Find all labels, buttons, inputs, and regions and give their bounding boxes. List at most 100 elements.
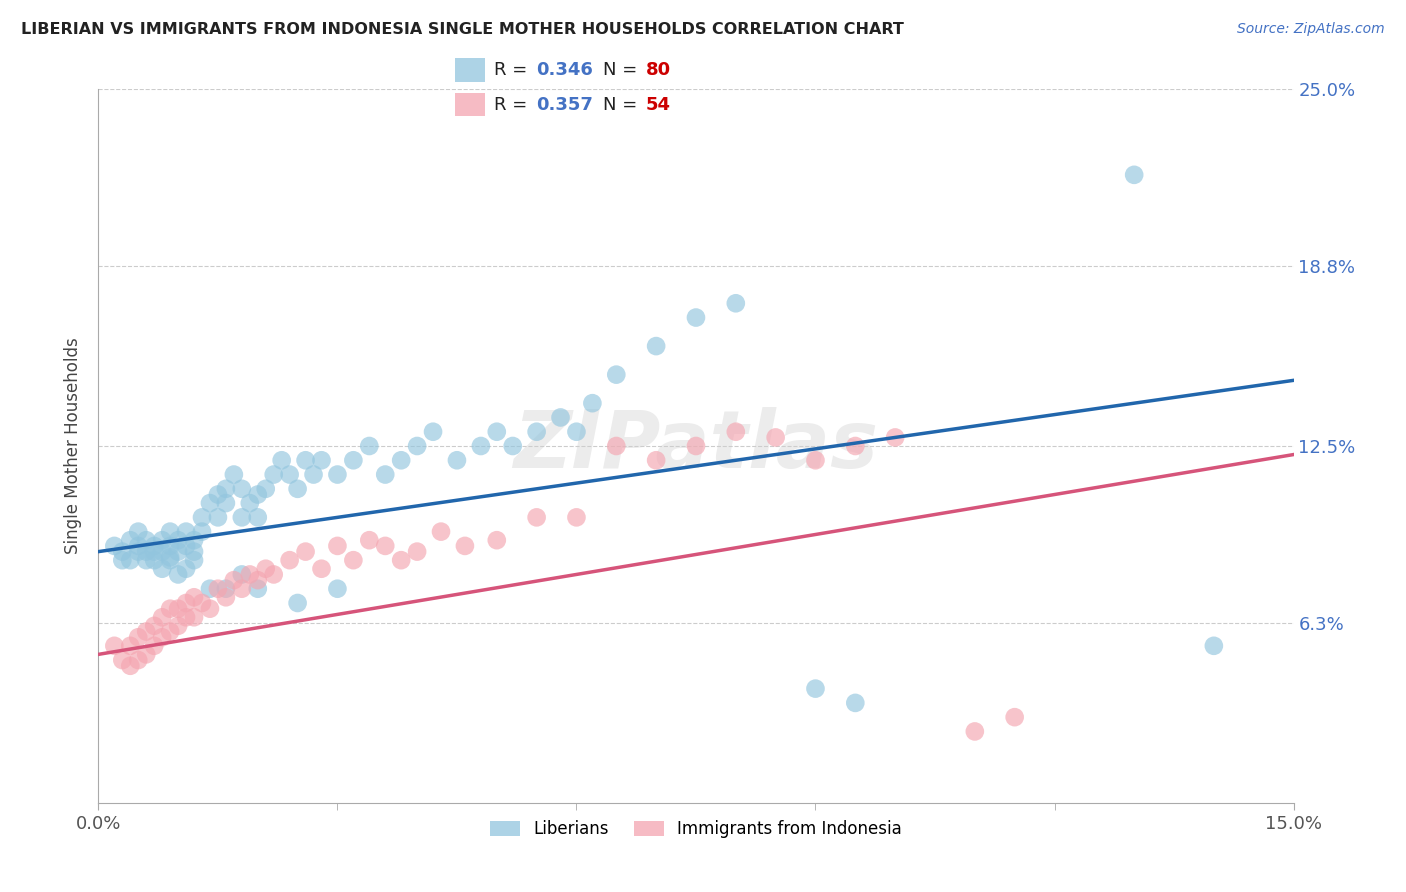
Point xyxy=(389,453,412,467)
Point xyxy=(159,539,181,553)
Point xyxy=(150,610,173,624)
Point xyxy=(804,453,827,467)
Y-axis label: Single Mother Households: Single Mother Households xyxy=(65,338,83,554)
Point xyxy=(294,544,316,558)
Point xyxy=(111,544,134,558)
Point xyxy=(685,439,707,453)
Point xyxy=(167,533,190,548)
Text: 80: 80 xyxy=(645,62,671,79)
Point xyxy=(470,439,492,453)
Point xyxy=(278,467,301,482)
Point xyxy=(1004,710,1026,724)
Point xyxy=(326,539,349,553)
Point xyxy=(174,562,197,576)
Point xyxy=(263,567,285,582)
Point xyxy=(135,624,157,639)
Point xyxy=(231,482,253,496)
Text: ZIPatlas: ZIPatlas xyxy=(513,407,879,485)
Point xyxy=(127,653,149,667)
Point xyxy=(111,553,134,567)
Point xyxy=(359,439,381,453)
Point xyxy=(239,567,262,582)
Point xyxy=(406,544,429,558)
Point xyxy=(374,467,396,482)
Point xyxy=(174,524,197,539)
Point xyxy=(246,582,269,596)
Point xyxy=(183,610,205,624)
Point xyxy=(159,553,181,567)
Point xyxy=(120,658,142,673)
Point xyxy=(222,467,245,482)
Point xyxy=(526,510,548,524)
Point xyxy=(844,696,866,710)
Point xyxy=(311,562,333,576)
Point xyxy=(191,524,214,539)
Point xyxy=(246,487,269,501)
Point xyxy=(804,681,827,696)
Point xyxy=(359,533,381,548)
Point xyxy=(150,533,173,548)
Point xyxy=(645,339,668,353)
Point xyxy=(127,524,149,539)
Text: R =: R = xyxy=(495,95,533,113)
Point xyxy=(167,567,190,582)
Point xyxy=(1202,639,1225,653)
Point xyxy=(135,648,157,662)
Text: 0.346: 0.346 xyxy=(537,62,593,79)
Point xyxy=(724,296,747,310)
Point xyxy=(150,630,173,644)
Point xyxy=(278,553,301,567)
Point xyxy=(159,550,181,565)
Point xyxy=(174,610,197,624)
Point xyxy=(342,453,364,467)
Point xyxy=(287,482,309,496)
Point xyxy=(239,496,262,510)
Point xyxy=(207,487,229,501)
Point xyxy=(103,539,125,553)
Point xyxy=(287,596,309,610)
Point xyxy=(254,482,277,496)
Point xyxy=(605,439,627,453)
Point xyxy=(246,573,269,587)
Point xyxy=(174,539,197,553)
Point xyxy=(191,510,214,524)
Point xyxy=(884,430,907,444)
Point xyxy=(302,467,325,482)
Point xyxy=(454,539,477,553)
Point xyxy=(159,524,181,539)
Point xyxy=(311,453,333,467)
Point xyxy=(565,510,588,524)
Point xyxy=(150,562,173,576)
Point xyxy=(550,410,572,425)
Point xyxy=(389,553,412,567)
Point xyxy=(231,510,253,524)
Point xyxy=(963,724,986,739)
Point xyxy=(198,582,221,596)
Point xyxy=(120,533,142,548)
Point xyxy=(422,425,444,439)
Point xyxy=(143,619,166,633)
Point xyxy=(294,453,316,467)
Point xyxy=(724,425,747,439)
Point xyxy=(207,510,229,524)
Point xyxy=(167,601,190,615)
Point xyxy=(215,582,238,596)
Point xyxy=(565,425,588,439)
Point xyxy=(502,439,524,453)
Point xyxy=(150,544,173,558)
Point xyxy=(485,533,508,548)
Text: R =: R = xyxy=(495,62,533,79)
Point xyxy=(342,553,364,567)
Point xyxy=(143,639,166,653)
Text: 54: 54 xyxy=(645,95,671,113)
Point xyxy=(183,553,205,567)
Point xyxy=(263,467,285,482)
Point xyxy=(374,539,396,553)
Point xyxy=(1123,168,1146,182)
Point xyxy=(326,467,349,482)
Point xyxy=(198,601,221,615)
Point xyxy=(270,453,292,467)
Point xyxy=(143,544,166,558)
Point xyxy=(143,539,166,553)
Point xyxy=(183,591,205,605)
